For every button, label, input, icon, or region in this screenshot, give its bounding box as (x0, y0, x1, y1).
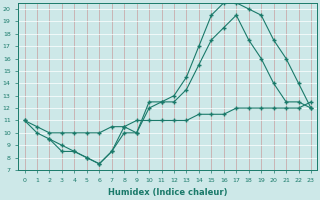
X-axis label: Humidex (Indice chaleur): Humidex (Indice chaleur) (108, 188, 228, 197)
